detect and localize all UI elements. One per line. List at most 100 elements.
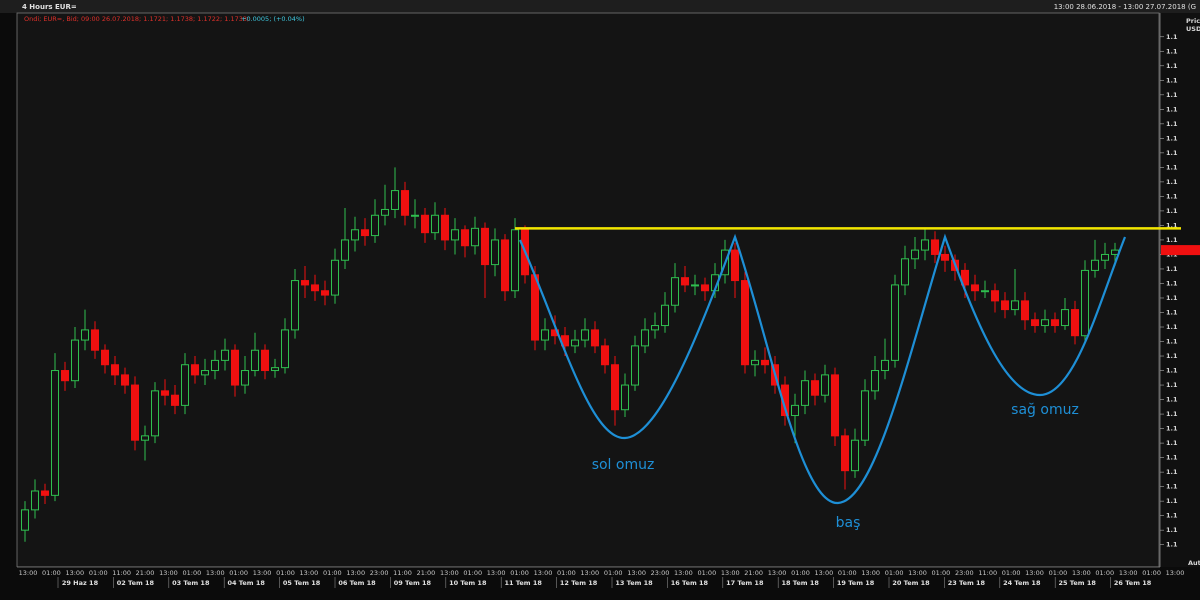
candle-body <box>461 229 469 247</box>
candle-body <box>861 390 869 441</box>
x-tick-label: 21:00 <box>744 569 763 577</box>
candle-body <box>151 390 159 437</box>
title-bar <box>0 0 1200 13</box>
candle-body <box>191 364 199 376</box>
candle-body <box>571 339 579 347</box>
x-tick-label: 23:00 <box>955 569 974 577</box>
candle-body <box>141 435 149 441</box>
x-tick-label: 01:00 <box>323 569 342 577</box>
x-date-label: 12 Tem 18 <box>560 579 598 587</box>
x-tick-label: 01:00 <box>276 569 295 577</box>
candle-body <box>181 364 189 406</box>
x-tick-label: 13:00 <box>908 569 927 577</box>
x-tick-label: 13:00 <box>346 569 365 577</box>
candle-body <box>651 325 659 331</box>
candle-body <box>351 229 359 241</box>
candle-body <box>401 190 409 216</box>
candle-body <box>491 239 499 266</box>
x-tick-label: 13:00 <box>768 569 787 577</box>
y-tick-label: 1.1 <box>1166 76 1178 84</box>
x-date-label: 16 Tem 18 <box>671 579 709 587</box>
candle-body <box>901 258 909 286</box>
x-tick-label: 13:00 <box>1119 569 1138 577</box>
candle-body <box>1021 300 1029 321</box>
candle-body <box>1031 319 1039 327</box>
x-tick-label: 13:00 <box>815 569 834 577</box>
x-tick-label: 21:00 <box>136 569 155 577</box>
chart-title: 4 Hours EUR= <box>22 3 77 11</box>
candle-body <box>621 384 629 411</box>
x-date-label: 20 Tem 18 <box>892 579 930 587</box>
candle-body <box>131 384 139 441</box>
x-date-label: 11 Tem 18 <box>505 579 543 587</box>
y-tick-label: 1.1 <box>1166 62 1178 70</box>
y-tick-label: 1.1 <box>1166 338 1178 346</box>
y-axis-panel <box>1160 13 1200 567</box>
candle-body <box>241 370 249 386</box>
x-date-label: 26 Tem 18 <box>1114 579 1152 587</box>
x-date-label: 10 Tem 18 <box>449 579 487 587</box>
candle-body <box>231 349 239 386</box>
x-tick-label: 13:00 <box>65 569 84 577</box>
x-tick-label: 13:00 <box>627 569 646 577</box>
plot-area <box>16 12 1160 568</box>
axis-title: Pric <box>1186 17 1200 25</box>
candle-body <box>361 229 369 237</box>
annotation: sağ omuz <box>1011 402 1079 418</box>
x-tick-label: 13:00 <box>861 569 880 577</box>
y-tick-label: 1.1 <box>1166 410 1178 418</box>
y-tick-label: 1.1 <box>1166 512 1178 520</box>
x-tick-label: 01:00 <box>42 569 61 577</box>
candle-body <box>581 329 589 341</box>
candle-body <box>81 329 89 341</box>
candle-body <box>171 394 179 406</box>
candle-body <box>961 269 969 286</box>
x-tick-label: 01:00 <box>1095 569 1114 577</box>
annotation: baş <box>836 515 861 531</box>
x-tick-label: 01:00 <box>1142 569 1161 577</box>
candle-body <box>331 259 339 296</box>
candle-body <box>1061 309 1069 327</box>
candle-body <box>851 439 859 472</box>
y-tick-label: 1.1 <box>1166 468 1178 476</box>
candle-body <box>431 214 439 234</box>
x-date-label: 19 Tem 18 <box>837 579 875 587</box>
candle-body <box>471 227 479 247</box>
y-tick-label: 1.1 <box>1166 265 1178 273</box>
x-date-label: 13 Tem 18 <box>615 579 653 587</box>
y-tick-label: 1.1 <box>1166 192 1178 200</box>
x-tick-label: 13:00 <box>1072 569 1091 577</box>
candle-body <box>101 349 109 366</box>
y-tick-label: 1.1 <box>1166 149 1178 157</box>
candle-body <box>921 239 929 251</box>
y-tick-label: 1.1 <box>1166 178 1178 186</box>
candle-body <box>51 370 59 496</box>
candle-body <box>601 345 609 366</box>
x-tick-label: 13:00 <box>534 569 553 577</box>
candle-body <box>971 284 979 292</box>
x-tick-label: 01:00 <box>1049 569 1068 577</box>
x-tick-label: 01:00 <box>182 569 201 577</box>
y-tick-label: 1.1 <box>1166 425 1178 433</box>
x-tick-label: 23:00 <box>651 569 670 577</box>
candle-body <box>821 374 829 396</box>
candle-body <box>301 280 309 286</box>
x-date-label: 18 Tem 18 <box>782 579 820 587</box>
x-tick-label: 13:00 <box>580 569 599 577</box>
y-tick-label: 1.1 <box>1166 367 1178 375</box>
x-date-label: 25 Tem 18 <box>1059 579 1097 587</box>
candle-body <box>161 390 169 396</box>
x-tick-label: 11:00 <box>112 569 131 577</box>
candle-body <box>501 239 509 292</box>
y-tick-label: 1.1 <box>1166 163 1178 171</box>
candle-body <box>481 227 489 266</box>
x-tick-label: 01:00 <box>229 569 248 577</box>
candle-body <box>841 435 849 472</box>
y-tick-label: 1.1 <box>1166 526 1178 534</box>
x-tick-label: 01:00 <box>932 569 951 577</box>
candle-body <box>411 214 419 217</box>
candle-body <box>801 380 809 406</box>
y-tick-label: 1.1 <box>1166 454 1178 462</box>
candle-body <box>511 229 519 292</box>
